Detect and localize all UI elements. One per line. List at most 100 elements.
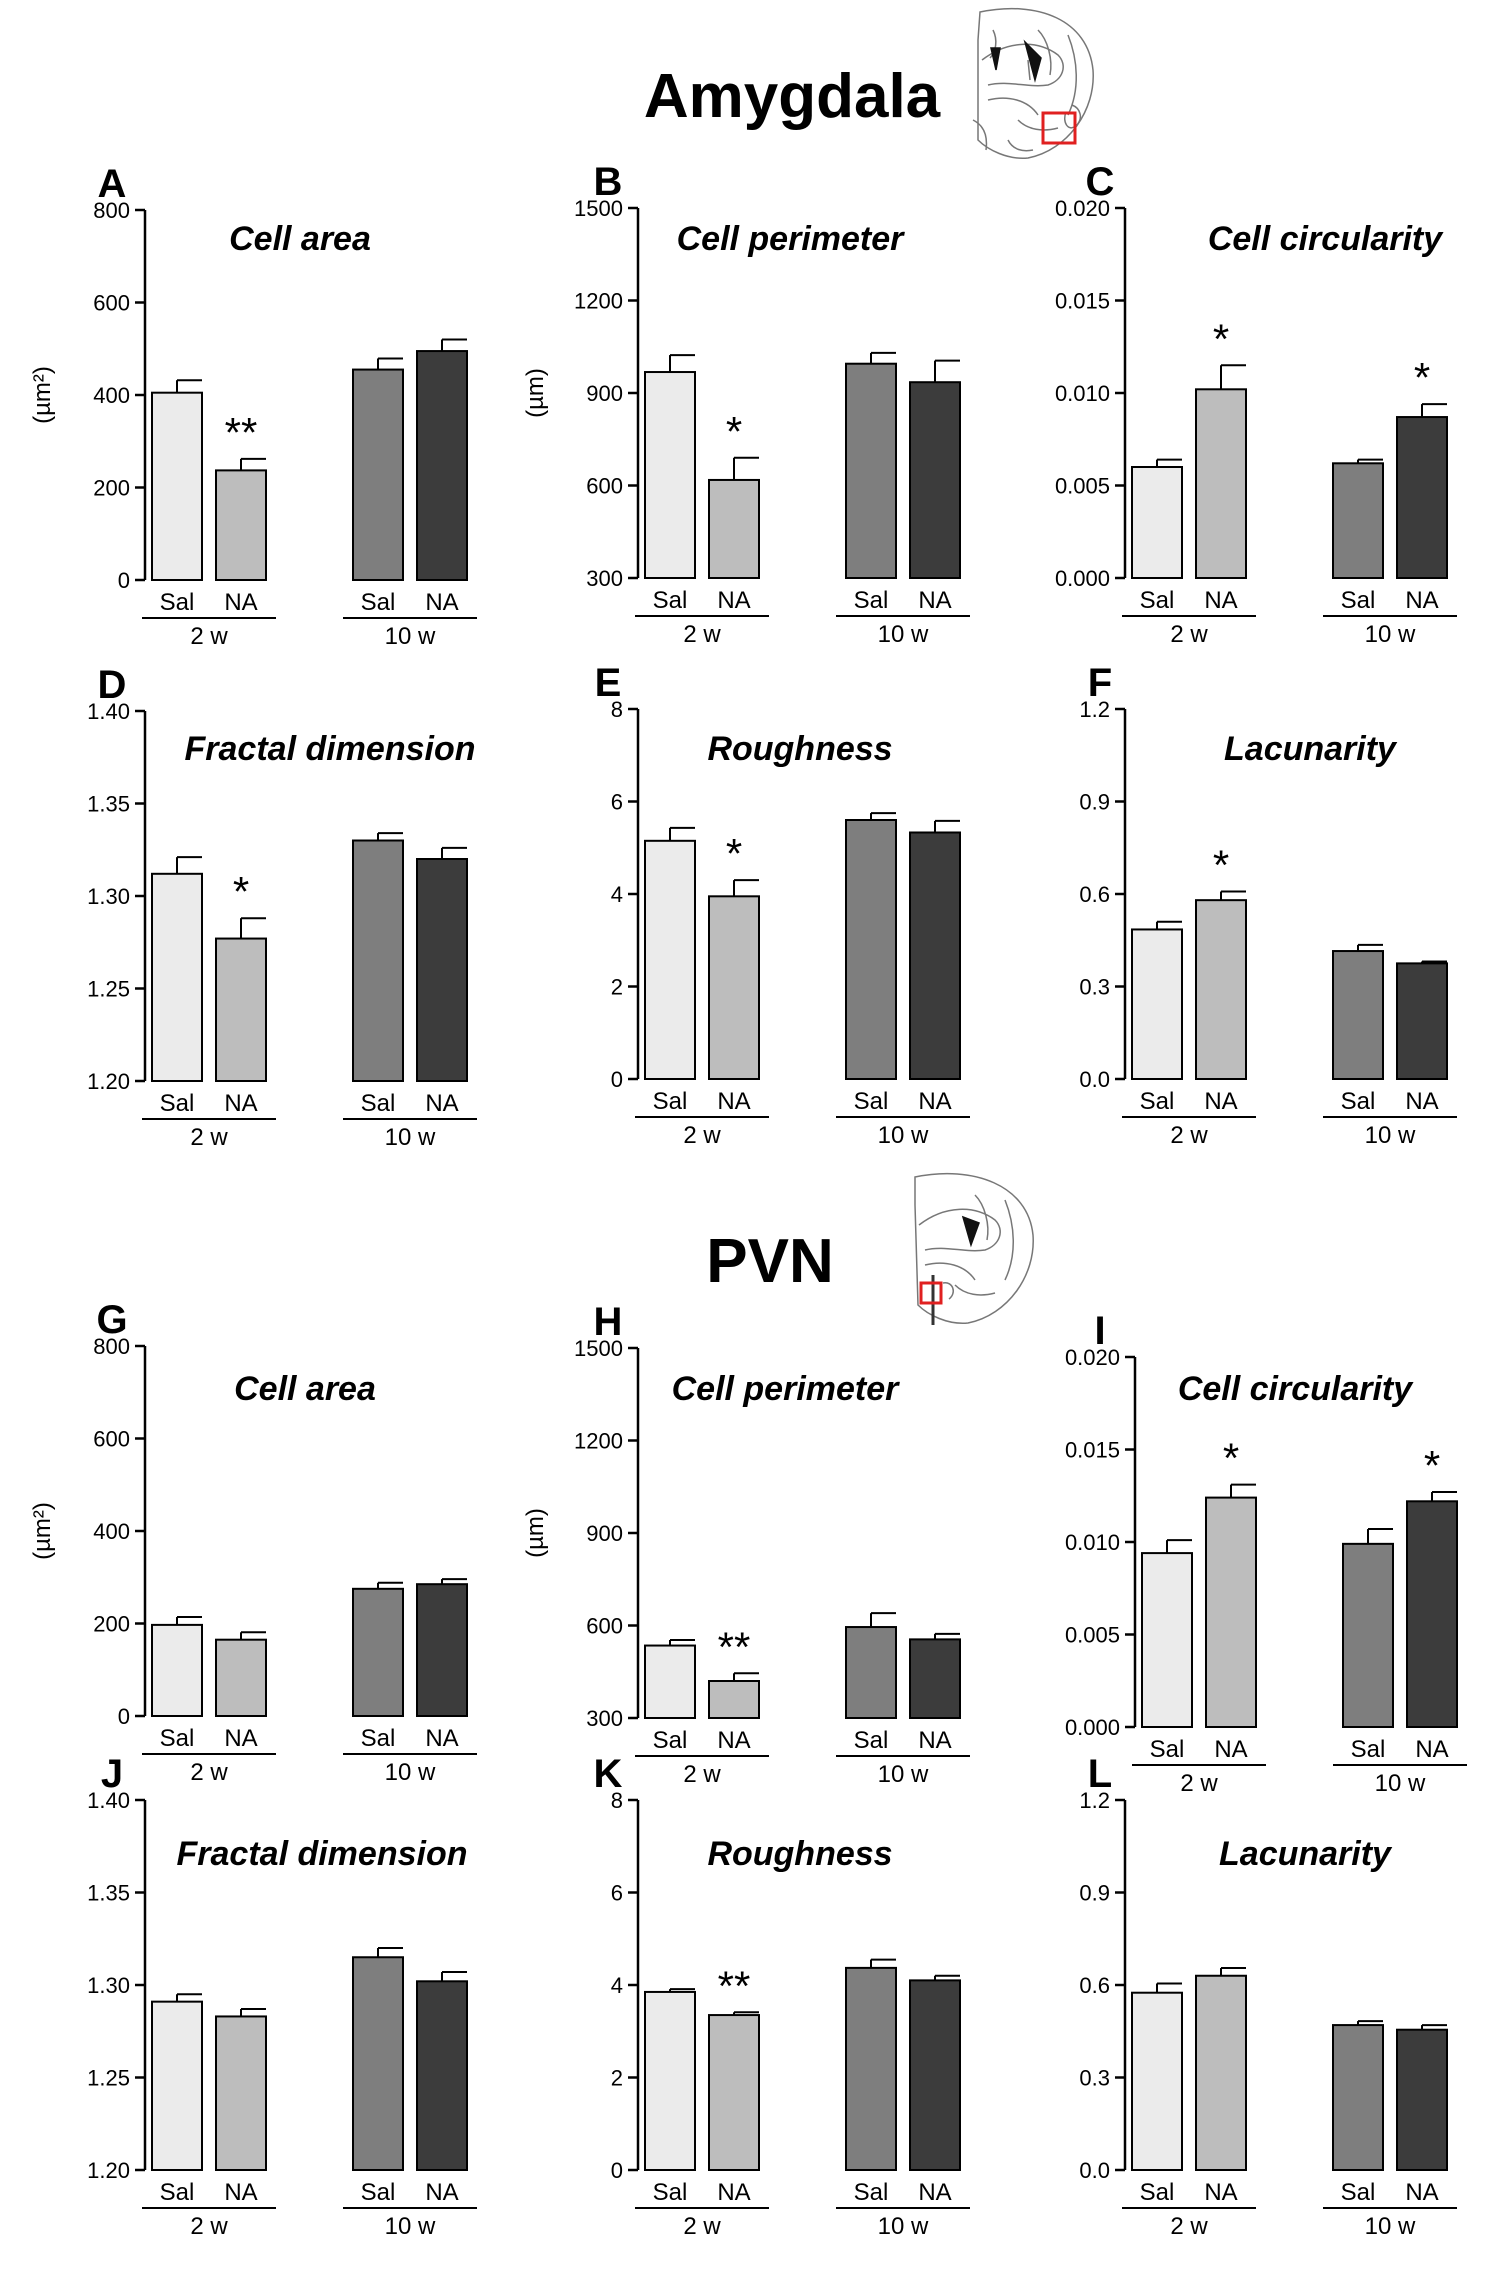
bar-na-10w bbox=[909, 1638, 961, 1719]
group-label: 2 w bbox=[683, 1761, 721, 1788]
category-label: NA bbox=[1214, 1736, 1247, 1763]
group-label: 2 w bbox=[1180, 1770, 1218, 1797]
category-label: NA bbox=[425, 1090, 458, 1117]
category-label: NA bbox=[717, 1088, 750, 1115]
y-tick-label: 600 bbox=[93, 1427, 130, 1452]
bar-sal-2w bbox=[644, 1990, 696, 2171]
y-tick-label: 1500 bbox=[574, 196, 623, 221]
y-tick-label: 300 bbox=[586, 566, 623, 591]
y-tick-label: 0.015 bbox=[1055, 289, 1110, 314]
y-tick-label: 0.9 bbox=[1079, 790, 1110, 815]
group-label: 2 w bbox=[190, 623, 228, 650]
category-label: Sal bbox=[854, 587, 889, 614]
category-label: Sal bbox=[1140, 1088, 1175, 1115]
panel-i: I Cell circularity 0.000 0.005 0.010 0.015 0.0… bbox=[1065, 1309, 1467, 1797]
bar-na-2w bbox=[708, 2014, 760, 2171]
category-label: NA bbox=[918, 2179, 951, 2206]
significance-marker: * bbox=[726, 830, 742, 877]
y-tick-label: 0.6 bbox=[1079, 882, 1110, 907]
y-tick-label: 900 bbox=[586, 381, 623, 406]
bar-na-10w bbox=[1396, 2028, 1448, 2172]
group-label: 2 w bbox=[683, 1122, 721, 1149]
y-tick-label: 0.6 bbox=[1079, 1973, 1110, 1998]
y-tick-label: 200 bbox=[93, 476, 130, 501]
y-axis-label: (µm) bbox=[522, 1508, 549, 1558]
y-tick-label: 600 bbox=[93, 291, 130, 316]
bar-sal-10w bbox=[1332, 2024, 1384, 2172]
y-tick-label: 1200 bbox=[574, 1429, 623, 1454]
panel-letter: F bbox=[1088, 661, 1112, 705]
category-label: NA bbox=[717, 1727, 750, 1754]
y-tick-label: 0.020 bbox=[1065, 1345, 1120, 1370]
group-label: 2 w bbox=[1170, 621, 1208, 648]
y-tick-label: 1.20 bbox=[87, 1069, 130, 1094]
bar-sal-2w bbox=[1141, 1552, 1193, 1728]
y-tick-label: 4 bbox=[611, 1973, 623, 1998]
category-label: Sal bbox=[1150, 1736, 1185, 1763]
brain-atlas-pvn-icon bbox=[914, 1172, 1034, 1325]
category-label: Sal bbox=[854, 1727, 889, 1754]
bar-sal-2w bbox=[151, 1623, 203, 1717]
bar-na-2w bbox=[708, 895, 760, 1080]
bar-sal-10w bbox=[352, 368, 404, 581]
y-tick-label: 0.3 bbox=[1079, 2066, 1110, 2091]
y-tick-label: 1.30 bbox=[87, 884, 130, 909]
bar-sal-2w bbox=[644, 839, 696, 1080]
category-label: NA bbox=[717, 2179, 750, 2206]
group-label: 2 w bbox=[1170, 2213, 1208, 2240]
y-tick-label: 0.9 bbox=[1079, 1881, 1110, 1906]
significance-marker: ** bbox=[718, 1623, 751, 1670]
group-label: 10 w bbox=[1365, 1122, 1416, 1149]
significance-marker: * bbox=[726, 408, 742, 455]
chart-title: Cell circularity bbox=[1208, 220, 1444, 258]
group-label: 10 w bbox=[385, 2213, 436, 2240]
panel-letter: K bbox=[594, 1752, 623, 1796]
chart-title: Lacunarity bbox=[1219, 1835, 1393, 1873]
significance-marker: * bbox=[1414, 354, 1430, 401]
category-label: Sal bbox=[160, 1725, 195, 1752]
bar-sal-10w bbox=[1332, 462, 1384, 579]
category-label: NA bbox=[918, 1727, 951, 1754]
significance-marker: ** bbox=[718, 1962, 751, 2009]
bar-sal-10w bbox=[845, 362, 897, 580]
bar-sal-10w bbox=[1342, 1542, 1394, 1728]
bar-sal-2w bbox=[151, 2000, 203, 2172]
bar-na-10w bbox=[416, 350, 468, 581]
category-label: Sal bbox=[653, 2179, 688, 2206]
bar-sal-2w bbox=[1131, 466, 1183, 579]
category-label: NA bbox=[1204, 1088, 1237, 1115]
significance-marker: ** bbox=[225, 409, 258, 456]
bar-na-2w bbox=[1205, 1496, 1257, 1728]
category-label: NA bbox=[425, 2179, 458, 2206]
bar-na-2w bbox=[215, 1638, 267, 1717]
category-label: Sal bbox=[160, 1090, 195, 1117]
category-label: Sal bbox=[1351, 1736, 1386, 1763]
y-tick-label: 0.005 bbox=[1055, 474, 1110, 499]
category-label: Sal bbox=[653, 1727, 688, 1754]
bar-sal-10w bbox=[352, 839, 404, 1082]
category-label: Sal bbox=[854, 2179, 889, 2206]
group-label: 10 w bbox=[878, 621, 929, 648]
panel-letter: A bbox=[98, 162, 127, 206]
significance-marker: * bbox=[1424, 1442, 1440, 1489]
y-tick-label: 0.020 bbox=[1055, 196, 1110, 221]
category-label: NA bbox=[1405, 587, 1438, 614]
group-label: 2 w bbox=[190, 1124, 228, 1151]
y-tick-label: 0 bbox=[611, 1067, 623, 1092]
y-tick-label: 0 bbox=[118, 1704, 130, 1729]
panel-a: A Cell area (µm²) 0 200 400 600 800 Sal ** NA Sal NA… bbox=[29, 162, 477, 650]
bar-na-10w bbox=[909, 831, 961, 1080]
group-label: 10 w bbox=[385, 1759, 436, 1786]
y-tick-label: 1.2 bbox=[1079, 1788, 1110, 1813]
panel-letter: C bbox=[1086, 160, 1115, 204]
chart-title: Lacunarity bbox=[1224, 730, 1398, 768]
category-label: NA bbox=[224, 1090, 257, 1117]
y-tick-label: 600 bbox=[586, 1614, 623, 1639]
category-label: NA bbox=[224, 1725, 257, 1752]
category-label: Sal bbox=[361, 589, 396, 616]
section-title-amygdala: Amygdala bbox=[644, 62, 941, 131]
group-label: 2 w bbox=[190, 1759, 228, 1786]
y-tick-label: 8 bbox=[611, 1788, 623, 1813]
bar-na-10w bbox=[1396, 416, 1448, 579]
category-label: NA bbox=[1204, 2179, 1237, 2206]
